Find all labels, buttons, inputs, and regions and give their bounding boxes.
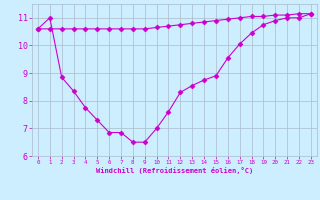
X-axis label: Windchill (Refroidissement éolien,°C): Windchill (Refroidissement éolien,°C) bbox=[96, 167, 253, 174]
